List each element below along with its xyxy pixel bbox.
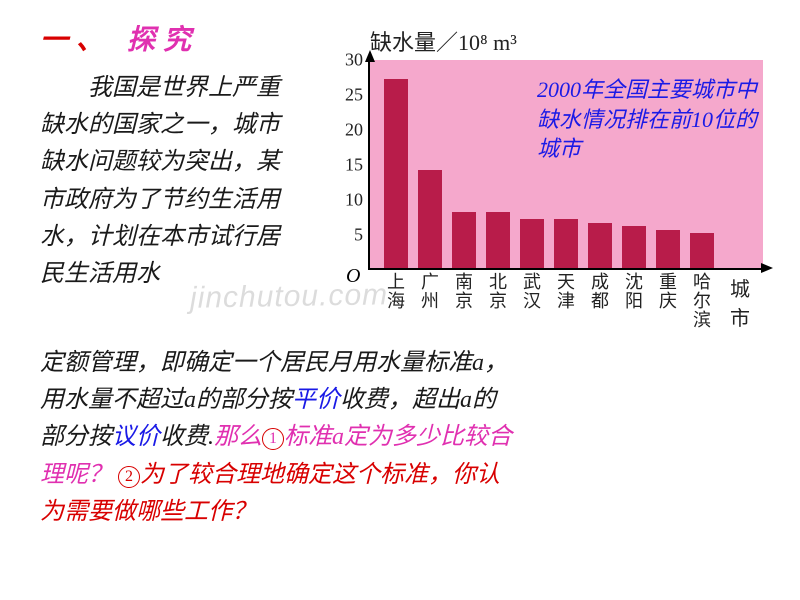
heading-title: 探究 (127, 25, 199, 56)
city-label: 沈阳 (622, 273, 646, 311)
city-label: 上海 (384, 273, 408, 311)
y-axis-arrow (365, 50, 375, 62)
chart-bar (690, 233, 714, 268)
city-label: 北京 (486, 273, 510, 311)
q2a: 理呢？ (40, 462, 118, 488)
pb-line1: 定额管理，即确定一个居民月用水量标准a， (40, 350, 508, 376)
city-label: 重庆 (656, 273, 680, 311)
pb-yi: 议价 (112, 424, 160, 450)
chart-bar (588, 223, 612, 269)
pb-line2a: 用水量不超过a的部分按 (40, 387, 292, 413)
q2c: 为需要做哪些工作？ (40, 499, 256, 525)
q2b: 为了较合理地确定这个标准，你认 (140, 462, 500, 488)
chart-bar (622, 226, 646, 268)
chart-bar (554, 219, 578, 268)
chart-bar (520, 219, 544, 268)
city-label: 天津 (554, 273, 578, 311)
origin-label: O (346, 265, 360, 288)
q1-text: 标准a定为多少比较合 (284, 424, 512, 450)
pb-ping: 平价 (292, 387, 340, 413)
chart-bar (452, 212, 476, 268)
y-tick: 20 (345, 120, 363, 141)
y-tick: 30 (345, 50, 363, 71)
chart-bar (418, 170, 442, 268)
circled-2: 2 (118, 466, 140, 488)
city-label: 哈尔滨 (690, 273, 714, 330)
y-tick: 5 (354, 225, 363, 246)
pb-line3a: 部分按 (40, 424, 112, 450)
city-label: 广州 (418, 273, 442, 311)
circled-1: 1 (262, 428, 284, 450)
chart-caption: 2000年全国主要城市中缺水情况排在前10位的城市 (537, 75, 767, 164)
y-axis-label: 缺水量／10⁸ m³ (370, 25, 517, 57)
city-label: 武汉 (520, 273, 544, 311)
heading-num: 一、 (40, 25, 112, 56)
city-label: 南京 (452, 273, 476, 311)
y-tick: 15 (345, 155, 363, 176)
x-axis-arrow (761, 263, 773, 273)
section-heading: 一、 探究 (40, 18, 199, 58)
chart-bar (384, 79, 408, 268)
y-tick: 10 (345, 190, 363, 211)
chart-bar (656, 230, 680, 269)
city-label: 成都 (588, 273, 612, 311)
pb-line2c: 收费，超出a的 (340, 387, 496, 413)
q1-pre: 那么 (214, 424, 262, 450)
paragraph-left: 我国是世界上严重缺水的国家之一，城市缺水问题较为突出，某市政府为了节约生活用水，… (40, 70, 300, 293)
x-axis-label: 城市 (730, 273, 763, 331)
y-tick: 25 (345, 85, 363, 106)
pb-line3c: 收费. (160, 424, 214, 450)
water-shortage-chart: 缺水量／10⁸ m³ 2000年全国主要城市中缺水情况排在前10位的城市 5 10… (320, 25, 775, 315)
chart-bar (486, 212, 510, 268)
paragraph-bottom: 定额管理，即确定一个居民月用水量标准a， 用水量不超过a的部分按平价收费，超出a… (40, 345, 760, 531)
